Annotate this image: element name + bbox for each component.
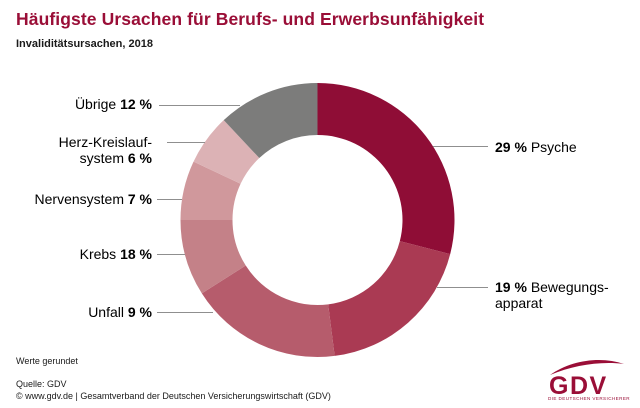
donut-slice-psyche: [317, 83, 455, 255]
leader-line-psyche: [433, 146, 488, 147]
donut-slice-herz: [193, 120, 260, 184]
callout-nerven-value: 7 %: [127, 191, 152, 207]
callout-krebs-value: 18 %: [120, 246, 152, 262]
leader-line-uebrige: [159, 105, 240, 106]
leader-line-krebs: [157, 254, 185, 255]
donut-slice-krebs: [180, 220, 246, 294]
page-title: Häufigste Ursachen für Berufs- und Erwer…: [16, 9, 485, 29]
callout-krebs-name: Krebs: [79, 246, 117, 262]
rounding-note: Werte gerundet: [16, 356, 78, 366]
callout-unfall-value: 9 %: [127, 304, 152, 320]
leader-line-unfall: [157, 312, 213, 313]
source-line2: © www.gdv.de | Gesamtverband der Deutsch…: [16, 391, 331, 401]
donut-slice-beweg: [328, 241, 451, 356]
callout-herz-value: 6 %: [127, 150, 152, 166]
callout-psyche: 29 % Psyche: [495, 139, 577, 155]
donut-slice-uebrige: [223, 83, 318, 159]
callout-herz-name-line1: Herz-Kreislauf-: [58, 134, 152, 150]
callout-uebrige: Übrige 12 %: [75, 96, 152, 112]
leader-line-bewegungsapparat: [437, 287, 488, 288]
callout-uebrige-name: Übrige: [74, 96, 117, 112]
callout-psyche-name: Psyche: [530, 139, 577, 155]
callout-unfall-name: Unfall: [88, 304, 124, 320]
callout-psyche-value: 29 %: [495, 139, 527, 155]
callout-beweg-name-line1: Bewegungs-: [530, 279, 609, 295]
callout-herz-kreislauf: Herz-Kreislauf- system 6 %: [59, 134, 152, 166]
callout-beweg-name-line2: apparat: [495, 295, 543, 311]
callout-nervensystem: Nervensystem 7 %: [35, 191, 152, 207]
callout-unfall: Unfall 9 %: [88, 304, 152, 320]
source-line1: Quelle: GDV: [16, 379, 67, 389]
gdv-swoosh-icon: [550, 359, 624, 375]
callout-uebrige-value: 12 %: [120, 96, 152, 112]
callout-nerven-name: Nervensystem: [34, 191, 124, 207]
leader-line-herz-kreislauf: [167, 142, 205, 143]
gdv-logo-text: GDV: [549, 372, 608, 400]
leader-line-nervensystem: [157, 199, 182, 200]
donut-slice-unfall: [201, 265, 335, 357]
callout-krebs: Krebs 18 %: [80, 246, 152, 262]
callout-herz-name-line2: system: [79, 150, 124, 166]
donut-slice-nerven: [180, 161, 241, 220]
gdv-logo: GDV DIE DEUTSCHEN VERSICHERER: [548, 359, 630, 401]
callout-beweg-value: 19 %: [495, 279, 527, 295]
gdv-logo-tagline: DIE DEUTSCHEN VERSICHERER: [548, 396, 630, 401]
callout-bewegungsapparat: 19 % Bewegungs- apparat: [495, 279, 609, 311]
page-subtitle: Invaliditätsursachen, 2018: [16, 38, 153, 50]
source-note: Quelle: GDV © www.gdv.de | Gesamtverband…: [16, 378, 331, 402]
